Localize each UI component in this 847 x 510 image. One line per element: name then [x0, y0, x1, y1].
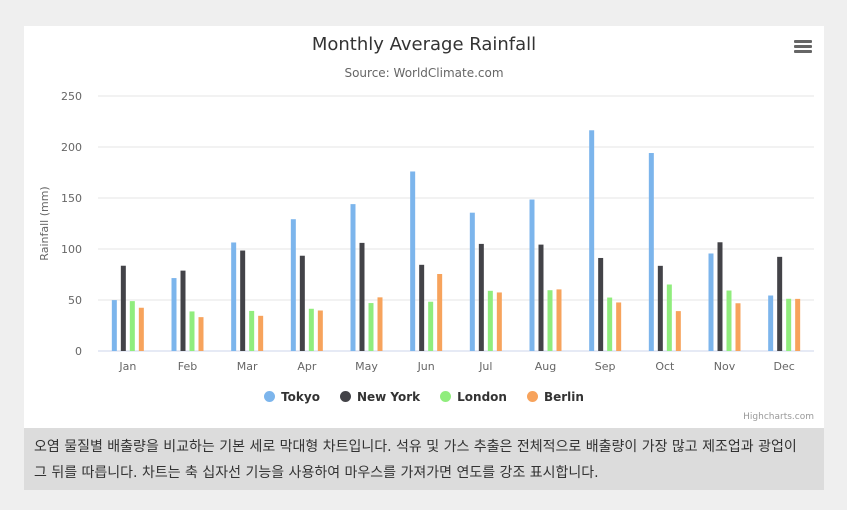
bar-new-york-may[interactable] — [359, 242, 365, 351]
chart-subtitle: Source: WorldClimate.com — [344, 66, 504, 80]
bar-tokyo-jul[interactable] — [469, 212, 475, 351]
x-tick-label: Feb — [178, 360, 197, 373]
x-tick-label: Sep — [595, 360, 616, 373]
legend-marker-icon — [339, 391, 351, 402]
bar-tokyo-jan[interactable] — [111, 300, 117, 351]
bar-tokyo-aug[interactable] — [529, 199, 535, 351]
legend-item-tokyo[interactable]: Tokyo — [264, 390, 320, 404]
bar-tokyo-mar[interactable] — [231, 242, 237, 351]
x-tick-label: May — [355, 360, 378, 373]
bar-tokyo-sep[interactable] — [589, 130, 595, 351]
bar-new-york-apr[interactable] — [299, 255, 305, 351]
bar-london-jun[interactable] — [428, 301, 434, 351]
legend-marker-icon — [264, 391, 276, 402]
bar-london-apr[interactable] — [308, 308, 314, 351]
x-tick-label: Aug — [535, 360, 556, 373]
bar-tokyo-feb[interactable] — [171, 278, 177, 351]
y-tick-label: 250 — [61, 90, 82, 103]
bar-tokyo-oct[interactable] — [648, 153, 654, 351]
x-tick-label: Mar — [237, 360, 258, 373]
bar-tokyo-may[interactable] — [350, 204, 356, 351]
bar-new-york-dec[interactable] — [777, 256, 783, 351]
bar-berlin-sep[interactable] — [616, 302, 622, 351]
legend-marker-icon — [440, 391, 452, 402]
x-tick-label: Oct — [655, 360, 675, 373]
bar-new-york-mar[interactable] — [240, 250, 246, 351]
bar-berlin-jan[interactable] — [138, 307, 144, 351]
x-tick-label: Jan — [118, 360, 136, 373]
y-tick-label: 0 — [75, 345, 82, 358]
bar-london-dec[interactable] — [786, 298, 792, 351]
chart-title: Monthly Average Rainfall — [311, 34, 537, 55]
bar-berlin-aug[interactable] — [556, 289, 562, 351]
bar-new-york-sep[interactable] — [598, 257, 604, 351]
legend-item-london[interactable]: London — [440, 390, 507, 404]
chart-caption: 오염 물질별 배출량을 비교하는 기본 세로 막대형 차트입니다. 석유 및 가… — [24, 428, 824, 490]
y-tick-label: 50 — [68, 294, 82, 307]
bar-new-york-jul[interactable] — [478, 243, 484, 351]
bar-london-aug[interactable] — [547, 290, 553, 351]
bar-berlin-jun[interactable] — [437, 273, 443, 351]
legend-label: Tokyo — [281, 390, 320, 404]
bar-london-sep[interactable] — [607, 297, 613, 351]
bar-london-jul[interactable] — [487, 290, 493, 351]
y-axis-label: Rainfall (mm) — [38, 186, 51, 260]
bar-berlin-nov[interactable] — [735, 303, 741, 351]
chart-legend: Tokyo New York London Berlin — [24, 390, 824, 408]
x-tick-label: Dec — [774, 360, 795, 373]
credits-link[interactable]: Highcharts.com — [743, 412, 814, 422]
bar-new-york-feb[interactable] — [180, 270, 186, 351]
bar-london-oct[interactable] — [666, 284, 672, 351]
legend-label: London — [457, 390, 507, 404]
bar-new-york-aug[interactable] — [538, 244, 544, 351]
bar-london-nov[interactable] — [726, 290, 732, 351]
bar-new-york-nov[interactable] — [717, 242, 723, 351]
bar-berlin-feb[interactable] — [198, 317, 204, 351]
bar-berlin-oct[interactable] — [675, 311, 681, 351]
legend-item-new-york[interactable]: New York — [339, 390, 421, 404]
bar-new-york-jan[interactable] — [120, 265, 126, 351]
bar-berlin-mar[interactable] — [258, 315, 264, 351]
y-tick-label: 200 — [61, 141, 82, 154]
bar-berlin-apr[interactable] — [317, 310, 323, 351]
x-tick-label: Apr — [297, 360, 317, 373]
legend-label: Berlin — [543, 390, 584, 404]
bar-tokyo-jun[interactable] — [410, 171, 416, 351]
x-tick-label: Nov — [714, 360, 736, 373]
legend-marker-icon — [526, 391, 538, 402]
bar-berlin-jul[interactable] — [496, 292, 502, 351]
bar-london-feb[interactable] — [189, 311, 195, 351]
y-tick-label: 100 — [61, 243, 82, 256]
y-tick-label: 150 — [61, 192, 82, 205]
bar-new-york-jun[interactable] — [419, 264, 425, 351]
bar-london-jan[interactable] — [129, 301, 135, 351]
bar-tokyo-nov[interactable] — [708, 253, 714, 351]
bar-berlin-may[interactable] — [377, 297, 383, 351]
hamburger-menu-icon[interactable] — [794, 40, 812, 56]
bar-london-mar[interactable] — [249, 310, 255, 351]
legend-item-berlin[interactable]: Berlin — [526, 390, 584, 404]
legend-label: New York — [356, 390, 421, 404]
bar-tokyo-dec[interactable] — [768, 295, 774, 351]
bar-new-york-oct[interactable] — [657, 265, 663, 351]
x-tick-label: Jul — [478, 360, 492, 373]
bar-berlin-dec[interactable] — [795, 298, 801, 351]
bar-london-may[interactable] — [368, 303, 374, 351]
bar-tokyo-apr[interactable] — [290, 219, 296, 351]
chart-plot: 0 50 100 150 200 250 Jan Feb Mar Apr May Jun Jul Aug… — [38, 90, 814, 373]
x-tick-label: Jun — [417, 360, 435, 373]
chart-container: Monthly Average Rainfall Source: WorldCl… — [24, 26, 824, 428]
